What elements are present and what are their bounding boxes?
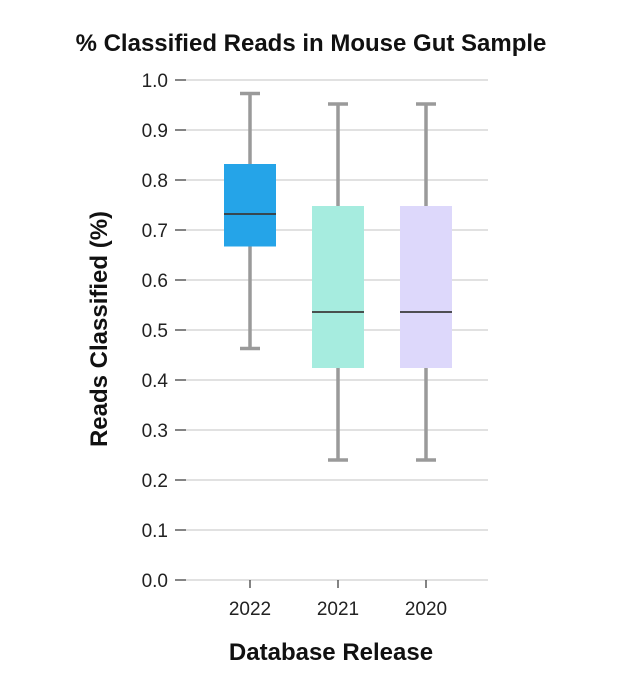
plot-area (224, 91, 452, 462)
y-tick-label: 0.9 (142, 121, 168, 142)
chart-title: % Classified Reads in Mouse Gut Sample (76, 30, 547, 57)
y-tick-label: 0.0 (142, 571, 168, 592)
y-tick-label: 0.8 (142, 171, 168, 192)
y-tick-label: 0.3 (142, 421, 168, 442)
box-2021 (312, 102, 364, 462)
y-tick-label: 0.7 (142, 221, 168, 242)
box-iqr (312, 206, 364, 368)
x-tick-label: 2021 (317, 599, 359, 620)
y-tick-label: 0.4 (142, 371, 169, 392)
y-tick-label: 1.0 (142, 71, 168, 92)
y-tick-label: 0.1 (142, 521, 168, 542)
box-iqr (400, 206, 452, 368)
box-iqr (224, 164, 276, 247)
x-tick-label: 2022 (229, 599, 271, 620)
x-axis-title: Database Release (229, 639, 433, 666)
box-2022 (224, 91, 276, 351)
x-tick-label: 2020 (405, 599, 447, 620)
y-tick-label: 0.5 (142, 321, 168, 342)
y-tick-label: 0.6 (142, 271, 168, 292)
y-axis-title: Reads Classified (%) (86, 211, 113, 447)
x-axis: 2022 2021 2020 (229, 580, 447, 620)
y-tick-label: 0.2 (142, 471, 168, 492)
y-axis: 0.0 0.1 0.2 0.3 0.4 0.5 0.6 0.7 0.8 0.9 1.0 (142, 71, 186, 592)
box-2020 (400, 102, 452, 462)
